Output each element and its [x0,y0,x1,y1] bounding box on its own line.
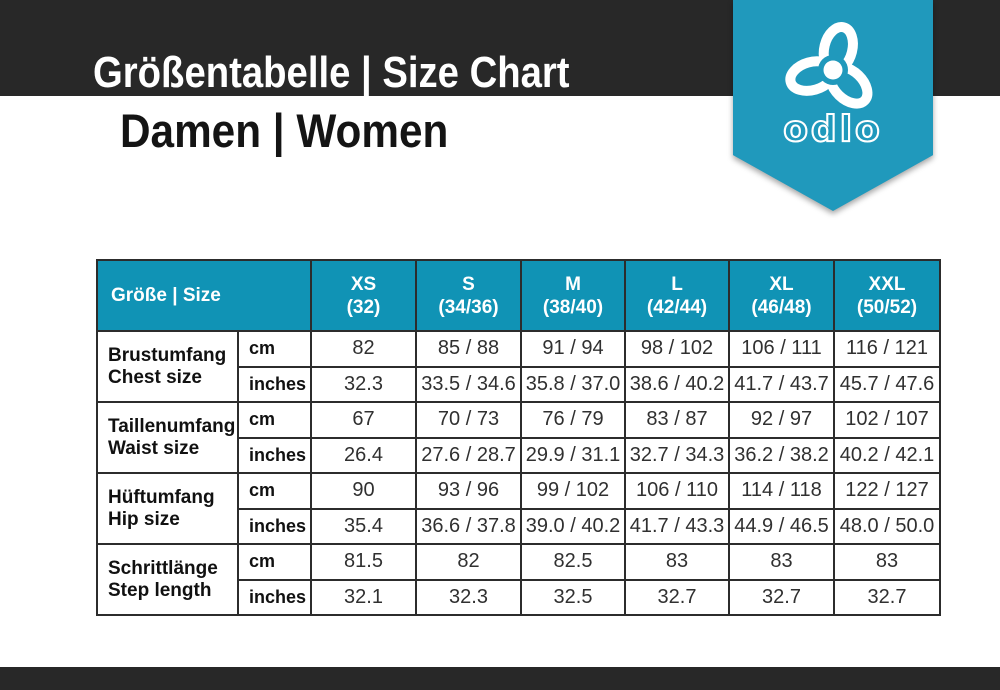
size-column-header: L (42/44) [624,259,730,332]
corner-header-cell: Größe | Size [96,259,312,332]
page-subtitle: Damen | Women [120,104,449,157]
value-cell: 38.6 / 40.2 [624,365,730,403]
measure-label-cell: Hüftumfang Hip size [96,472,239,545]
bottom-black-band [0,667,1000,690]
page-title: Größentabelle | Size Chart [93,48,570,97]
value-cell: 70 / 73 [415,401,522,439]
value-cell: 32.7 [728,578,835,616]
size-column-header: S (34/36) [415,259,522,332]
value-cell: 32.3 [415,578,522,616]
table-header-row: Größe | Size XS (32) S (34/36) M (38/40) L (42/… [96,259,941,332]
unit-label-cell: cm [237,330,312,368]
value-cell: 85 / 88 [415,330,522,368]
value-cell: 33.5 / 34.6 [415,365,522,403]
value-cell: 83 [833,543,941,581]
value-cell: 32.7 / 34.3 [624,436,730,474]
odlo-knot-icon [785,22,873,109]
value-cell: 32.7 [833,578,941,616]
value-cell: 76 / 79 [520,401,626,439]
value-cell: 122 / 127 [833,472,941,510]
value-cell: 35.4 [310,507,417,545]
unit-label-cell: inches [237,365,312,403]
table-row: Hüftumfang Hip size cm 90 93 / 96 99 / 102 106… [96,472,941,545]
value-cell: 32.1 [310,578,417,616]
measure-label-cell: Taillenumfang Waist size [96,401,239,474]
brand-ribbon: odlo [733,0,933,211]
brand-ribbon-shape: odlo [733,0,933,211]
value-cell: 32.7 [624,578,730,616]
value-cell: 99 / 102 [520,472,626,510]
value-cell: 90 [310,472,417,510]
value-cell: 45.7 / 47.6 [833,365,941,403]
unit-label-cell: cm [237,543,312,581]
table-row: Schrittlänge Step length cm 81.5 82 82.5 83 83 8… [96,543,941,616]
size-column-header: XL (46/48) [728,259,835,332]
measure-label-cell: Brustumfang Chest size [96,330,239,403]
value-cell: 114 / 118 [728,472,835,510]
odlo-wordmark: odlo [782,110,883,151]
value-cell: 82 [310,330,417,368]
value-cell: 91 / 94 [520,330,626,368]
table-row: Brustumfang Chest size cm 82 85 / 88 91 / 94 9… [96,330,941,403]
value-cell: 44.9 / 46.5 [728,507,835,545]
unit-label-cell: inches [237,507,312,545]
value-cell: 27.6 / 28.7 [415,436,522,474]
value-cell: 98 / 102 [624,330,730,368]
value-cell: 40.2 / 42.1 [833,436,941,474]
value-cell: 41.7 / 43.7 [728,365,835,403]
size-column-header: M (38/40) [520,259,626,332]
unit-label-cell: cm [237,472,312,510]
value-cell: 67 [310,401,417,439]
table-row: inches 35.4 36.6 / 37.8 39.0 / 40.2 41.7 / 4… [97,507,941,545]
unit-label-cell: inches [237,436,312,474]
size-column-header: XS (32) [310,259,417,332]
value-cell: 36.2 / 38.2 [728,436,835,474]
value-cell: 48.0 / 50.0 [833,507,941,545]
value-cell: 83 [728,543,835,581]
value-cell: 116 / 121 [833,330,941,368]
svg-text:odlo: odlo [783,110,883,150]
size-chart-table: Größe | Size XS (32) S (34/36) M (38/40) L (42/… [96,259,941,616]
value-cell: 106 / 110 [624,472,730,510]
value-cell: 29.9 / 31.1 [520,436,626,474]
table-row: inches 32.1 32.3 32.5 32.7 32.7 32.7 [97,578,941,616]
table-row: inches 32.3 33.5 / 34.6 35.8 / 37.0 38.6 / 4… [97,365,941,403]
value-cell: 36.6 / 37.8 [415,507,522,545]
value-cell: 92 / 97 [728,401,835,439]
value-cell: 32.5 [520,578,626,616]
value-cell: 41.7 / 43.3 [624,507,730,545]
value-cell: 32.3 [310,365,417,403]
value-cell: 83 / 87 [624,401,730,439]
value-cell: 81.5 [310,543,417,581]
measure-label-cell: Schrittlänge Step length [96,543,239,616]
value-cell: 35.8 / 37.0 [520,365,626,403]
value-cell: 39.0 / 40.2 [520,507,626,545]
unit-label-cell: inches [237,578,312,616]
unit-label-cell: cm [237,401,312,439]
size-column-header: XXL (50/52) [833,259,941,332]
value-cell: 93 / 96 [415,472,522,510]
table-row: Taillenumfang Waist size cm 67 70 / 73 76 / 7… [96,401,941,474]
value-cell: 106 / 111 [728,330,835,368]
value-cell: 102 / 107 [833,401,941,439]
value-cell: 82 [415,543,522,581]
value-cell: 26.4 [310,436,417,474]
table-row: inches 26.4 27.6 / 28.7 29.9 / 31.1 32.7 / 3… [97,436,941,474]
value-cell: 82.5 [520,543,626,581]
value-cell: 83 [624,543,730,581]
